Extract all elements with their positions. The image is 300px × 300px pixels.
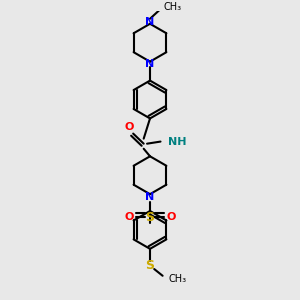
Text: CH₃: CH₃ (169, 274, 187, 284)
Text: N: N (146, 59, 154, 69)
Text: NH: NH (168, 136, 186, 147)
Text: O: O (124, 212, 134, 222)
Text: N: N (146, 17, 154, 27)
Text: N: N (146, 192, 154, 202)
Text: S: S (146, 211, 154, 224)
Text: S: S (146, 259, 154, 272)
Text: O: O (124, 122, 134, 132)
Text: CH₃: CH₃ (164, 2, 182, 12)
Text: O: O (166, 212, 176, 222)
